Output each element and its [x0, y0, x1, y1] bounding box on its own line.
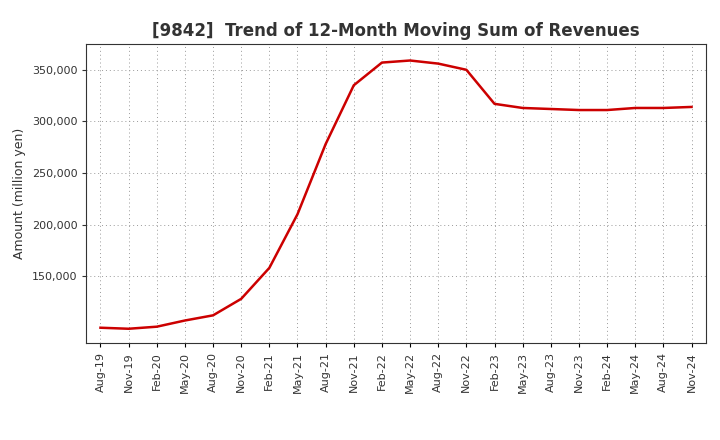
- Y-axis label: Amount (million yen): Amount (million yen): [13, 128, 26, 259]
- Title: [9842]  Trend of 12-Month Moving Sum of Revenues: [9842] Trend of 12-Month Moving Sum of R…: [152, 22, 640, 40]
